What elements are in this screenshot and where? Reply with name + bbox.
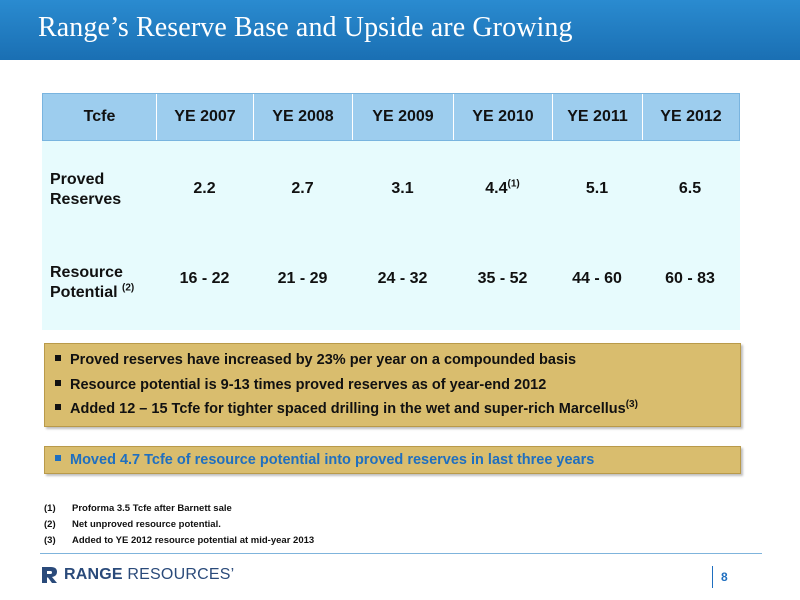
table-cell: 21 - 29 [277,270,328,287]
list-item: Added 12 – 15 Tcfe for tighter spaced dr… [55,399,638,417]
table-cell: 44 - 60 [572,270,622,287]
header-ye-2009: YE 2009 [353,94,454,140]
header-ye-2011: YE 2011 [553,94,643,140]
table-cell: 2.2 [193,180,216,197]
header-ye-2007: YE 2007 [157,94,254,140]
header-ye-2008: YE 2008 [254,94,353,140]
reserves-table: Tcfe YE 2007 YE 2008 YE 2009 YE 2010 YE … [42,93,740,330]
header-tcfe: Tcfe [43,94,157,140]
page-number: 8 [712,566,728,588]
highlights-box: Proved reserves have increased by 23% pe… [44,343,741,427]
footnote: (1) Proforma 3.5 Tcfe after Barnett sale [44,503,232,514]
table-cell: 60 - 83 [665,270,715,287]
footnote-ref: (3) [625,399,638,411]
table-cell: 4.4(1) [485,178,520,197]
table-cell: 35 - 52 [477,270,528,287]
square-bullet-icon [55,455,61,462]
table-cell: 6.5 [678,180,702,197]
title-bar: Range’s Reserve Base and Upside are Grow… [0,0,800,60]
table-cell: 24 - 32 [377,270,428,287]
callout-text: Moved 4.7 Tcfe of resource potential int… [55,452,594,468]
table-cell: 3.1 [391,180,414,197]
square-bullet-icon [55,355,61,362]
range-r-logo-icon [42,567,57,583]
table-header-row: Tcfe YE 2007 YE 2008 YE 2009 YE 2010 YE … [42,93,740,141]
footnote: (2) Net unproved resource potential. [44,519,221,530]
page-title: Range’s Reserve Base and Upside are Grow… [38,12,573,43]
table-cell: 16 - 22 [179,270,230,287]
square-bullet-icon [55,404,61,411]
footnote-ref: (1) [507,178,520,190]
header-ye-2012: YE 2012 [660,108,722,125]
footnote: (3) Added to YE 2012 resource potential a… [44,535,315,546]
square-bullet-icon [55,380,61,387]
callout-box: Moved 4.7 Tcfe of resource potential int… [44,446,741,474]
row-label-resource-potential: Resource Potential (2) [50,264,135,301]
header-ye-2010: YE 2010 [454,94,553,140]
row-label-proved-reserves: Proved Reserves [50,171,122,208]
company-logo: RANGE RESOURCES’ [40,565,234,585]
table-cell: 2.7 [291,180,314,197]
table-cell: 5.1 [585,180,609,197]
footer-divider [40,553,762,554]
footnote-ref: (2) [122,282,135,294]
list-item: Proved reserves have increased by 23% pe… [55,352,576,368]
list-item: Resource potential is 9-13 times proved … [55,377,546,393]
